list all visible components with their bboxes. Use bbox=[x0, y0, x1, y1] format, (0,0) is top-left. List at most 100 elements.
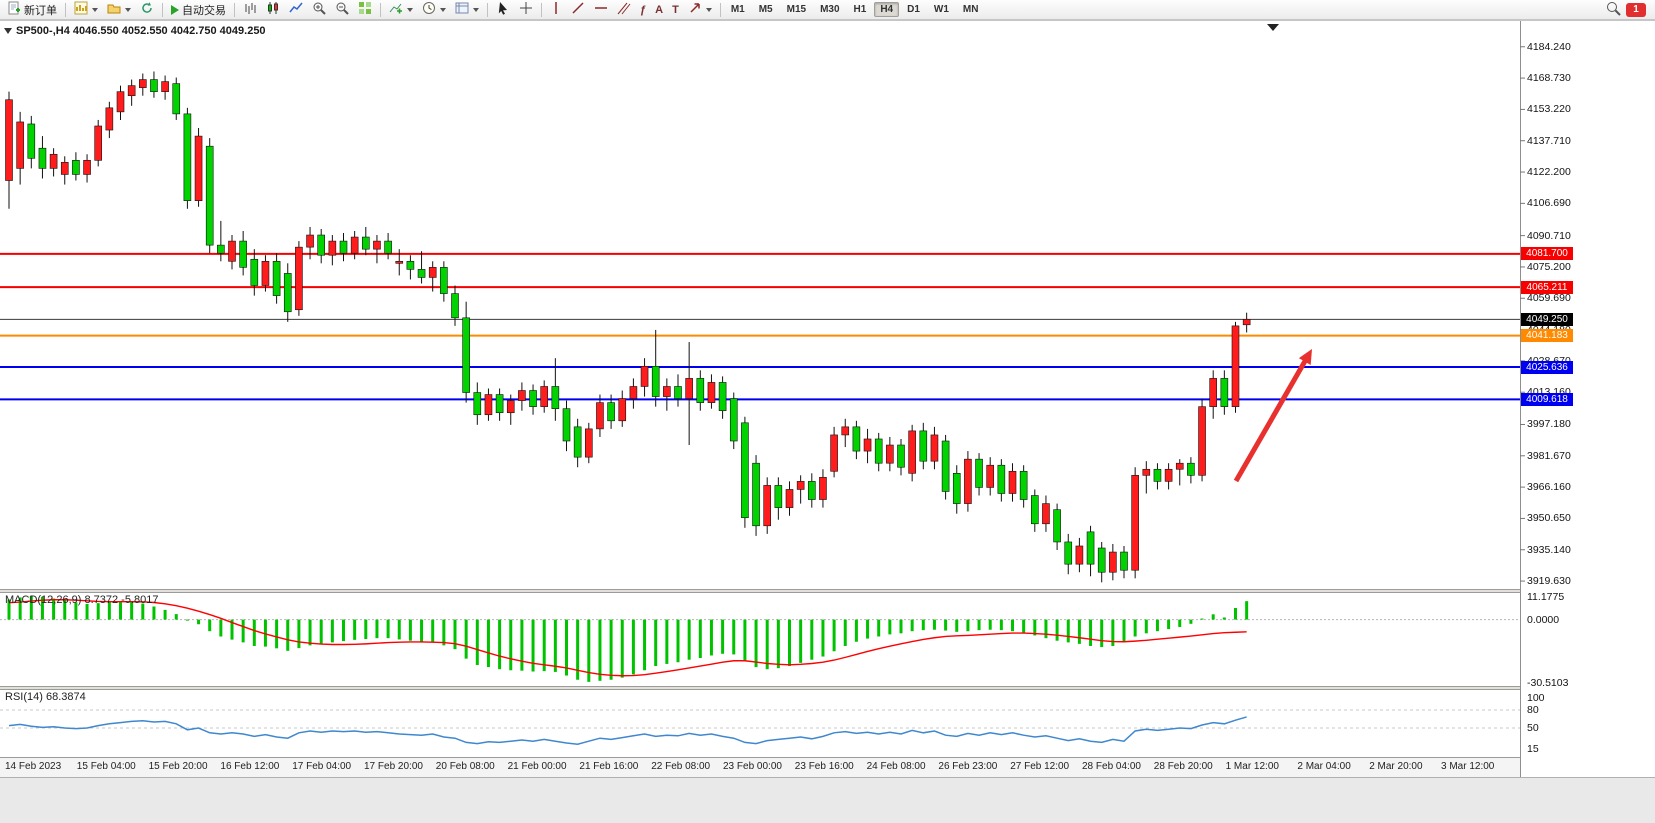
price-axis-label: 4090.710 bbox=[1527, 229, 1571, 242]
zoom-out-button[interactable] bbox=[331, 1, 353, 19]
periods-button[interactable] bbox=[418, 1, 450, 19]
rsi-axis-label: 80 bbox=[1527, 704, 1539, 716]
horizontal-line-tool[interactable] bbox=[590, 1, 612, 19]
price-axis-label: 4137.710 bbox=[1527, 134, 1571, 147]
chevron-down-icon bbox=[92, 7, 98, 12]
timeframe-m30[interactable]: M30 bbox=[820, 4, 840, 15]
zoom-out-icon bbox=[335, 1, 349, 18]
price-axis-label: 3997.180 bbox=[1527, 418, 1571, 431]
text-tool[interactable]: A bbox=[651, 1, 667, 19]
play-icon bbox=[171, 4, 179, 15]
macd-signal-line bbox=[8, 599, 1247, 677]
timeframe-m15[interactable]: M15 bbox=[786, 4, 807, 15]
rsi-axis-label: 100 bbox=[1527, 692, 1545, 704]
new-order-button[interactable]: 新订单 bbox=[3, 1, 61, 19]
time-axis-label: 16 Feb 12:00 bbox=[220, 761, 280, 772]
new-chart-icon bbox=[74, 1, 88, 18]
price-tag-4009.618: 4009.618 bbox=[1521, 392, 1573, 406]
chart-shift-marker-icon[interactable] bbox=[1267, 24, 1279, 31]
refresh-button[interactable] bbox=[136, 1, 158, 19]
time-axis-label: 28 Feb 04:00 bbox=[1082, 761, 1141, 772]
separator bbox=[65, 2, 66, 17]
time-axis-label: 21 Feb 16:00 bbox=[579, 761, 639, 772]
algo-trading-button[interactable]: 自动交易 bbox=[167, 1, 230, 19]
timeframe-m5[interactable]: M5 bbox=[758, 4, 773, 15]
time-axis-label: 1 Mar 12:00 bbox=[1225, 761, 1279, 772]
crosshair-icon bbox=[519, 1, 533, 18]
timeframe-m1[interactable]: M1 bbox=[730, 4, 745, 15]
price-axis-label: 3935.140 bbox=[1527, 543, 1571, 556]
time-axis-label: 15 Feb 20:00 bbox=[148, 761, 208, 772]
channel-icon bbox=[617, 1, 631, 18]
notification-badge[interactable]: 1 bbox=[1626, 2, 1646, 17]
profiles-folder-icon bbox=[107, 1, 121, 18]
template-icon bbox=[455, 1, 469, 18]
timeframe-mn[interactable]: MN bbox=[962, 4, 979, 15]
price-tag-4065.211: 4065.211 bbox=[1521, 280, 1573, 294]
price-axis-label: 4168.730 bbox=[1527, 72, 1571, 85]
fibonacci-tool[interactable]: ƒ bbox=[636, 1, 650, 19]
crosshair-tool-button[interactable] bbox=[515, 1, 537, 19]
time-axis-label: 24 Feb 08:00 bbox=[866, 761, 926, 772]
search-button[interactable] bbox=[1602, 1, 1625, 19]
macd-histogram bbox=[7, 595, 1249, 682]
trendline-tool[interactable] bbox=[567, 1, 589, 19]
time-axis-label: 17 Feb 04:00 bbox=[292, 761, 352, 772]
text-tool-icon: A bbox=[655, 3, 664, 16]
price-axis-label: 4075.200 bbox=[1527, 260, 1571, 273]
zoom-in-icon bbox=[312, 1, 326, 18]
arrows-tool[interactable] bbox=[684, 1, 716, 19]
macd-panel-label: MACD(12,26,9) 8.7372 -5.8017 bbox=[5, 594, 159, 606]
refresh-icon bbox=[140, 1, 154, 18]
candlestick-icon bbox=[266, 1, 280, 18]
timeframe-w1[interactable]: W1 bbox=[933, 4, 949, 15]
fibonacci-icon: ƒ bbox=[640, 3, 647, 16]
profiles-button[interactable] bbox=[103, 1, 135, 19]
price-axis-label: 4153.220 bbox=[1527, 103, 1571, 116]
channel-tool[interactable] bbox=[613, 1, 635, 19]
price-axis-label: 3981.670 bbox=[1527, 449, 1571, 462]
indicators-icon bbox=[389, 1, 403, 18]
cursor-tool-button[interactable] bbox=[492, 1, 514, 19]
bar-chart-mode-button[interactable] bbox=[239, 1, 261, 19]
indicators-button[interactable] bbox=[385, 1, 417, 19]
tile-windows-button[interactable] bbox=[354, 1, 376, 19]
label-tool[interactable]: T bbox=[668, 1, 683, 19]
vertical-line-tool[interactable] bbox=[546, 1, 566, 19]
timeframe-h1[interactable]: H1 bbox=[853, 4, 867, 15]
price-tag-4081.700: 4081.700 bbox=[1521, 247, 1573, 261]
timeframe-group: M1 M5 M15 M30 H1 H4 D1 W1 MN bbox=[725, 2, 985, 17]
line-chart-mode-button[interactable] bbox=[285, 1, 307, 19]
rsi-axis-label: 15 bbox=[1527, 743, 1539, 755]
toolbar: 新订单 自动交易 bbox=[0, 0, 1655, 20]
macd-axis-label: 0.0000 bbox=[1527, 613, 1560, 626]
time-axis-label: 27 Feb 12:00 bbox=[1010, 761, 1070, 772]
separator bbox=[487, 2, 488, 17]
new-chart-button[interactable] bbox=[70, 1, 102, 19]
candlestick-mode-button[interactable] bbox=[262, 1, 284, 19]
price-axis-label: 4122.200 bbox=[1527, 166, 1571, 179]
current-price-tag: 4049.250 bbox=[1521, 312, 1573, 326]
one-click-trading-toggle-icon[interactable] bbox=[4, 28, 12, 34]
rsi-panel-label: RSI(14) 68.3874 bbox=[5, 691, 86, 703]
trend-arrow-annotation[interactable] bbox=[1233, 355, 1310, 483]
price-axis-label: 4184.240 bbox=[1527, 40, 1571, 53]
price-axis-label: 3966.160 bbox=[1527, 481, 1571, 494]
rsi-axis-label: 50 bbox=[1527, 722, 1539, 734]
timeframe-d1[interactable]: D1 bbox=[907, 4, 920, 15]
timeframe-h4[interactable]: H4 bbox=[874, 2, 900, 17]
time-axis-label: 23 Feb 00:00 bbox=[723, 761, 782, 772]
zoom-in-button[interactable] bbox=[308, 1, 330, 19]
price-axis-label: 3919.630 bbox=[1527, 575, 1571, 588]
time-axis-label: 22 Feb 08:00 bbox=[651, 761, 711, 772]
label-tool-icon: T bbox=[672, 3, 679, 16]
time-axis-label: 2 Mar 20:00 bbox=[1369, 761, 1423, 772]
price-axis-label: 4059.690 bbox=[1527, 292, 1571, 305]
macd-axis-label: -30.5103 bbox=[1527, 677, 1569, 689]
separator bbox=[719, 2, 721, 17]
arrow-object-icon bbox=[688, 1, 702, 18]
templates-button[interactable] bbox=[451, 1, 483, 19]
separator bbox=[380, 2, 381, 17]
